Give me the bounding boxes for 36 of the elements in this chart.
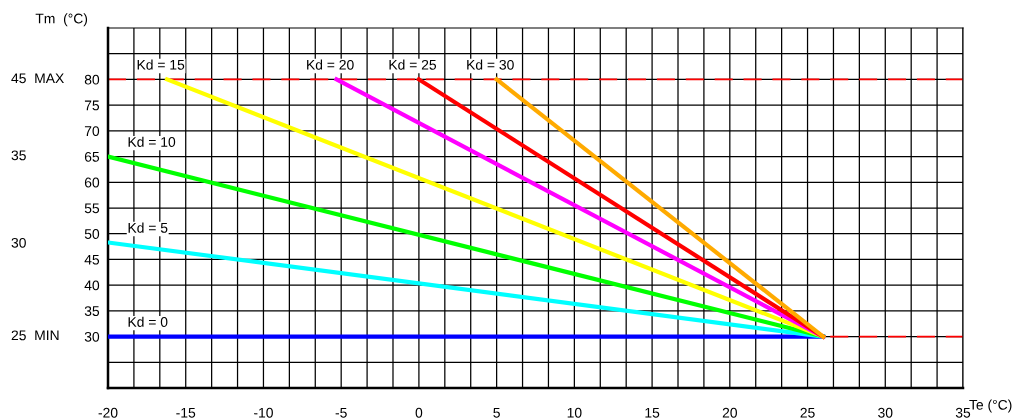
x-tick-label: 5 [493, 407, 500, 418]
text: 35 [11, 150, 26, 161]
x-tick-label: 25 [800, 407, 815, 418]
y-tick-label: 45 [84, 254, 100, 265]
y-axis-title: Tm (°C) [35, 13, 88, 27]
y-tick-label: 35 [84, 306, 100, 317]
series-label: Kd = 25 [389, 59, 437, 70]
series-label: Kd = 10 [128, 136, 176, 147]
series-label: Kd = 15 [137, 59, 185, 70]
x-axis-title: Te (°C) [969, 399, 1012, 413]
y-tick-label: 60 [84, 177, 100, 188]
text: 45 MAX [11, 73, 64, 84]
y-tick-label: 55 [84, 203, 100, 214]
series-label: Kd = 0 [128, 316, 168, 327]
x-tick-label: 0 [415, 407, 423, 418]
x-tick-label: 30 [878, 407, 893, 418]
y-tick-label: 40 [84, 280, 100, 291]
y-tick-label: 70 [84, 126, 100, 137]
x-tick-label: 35 [955, 407, 971, 418]
x-tick-label: -5 [335, 407, 347, 418]
series-label: Kd = 30 [467, 59, 514, 70]
y-tick-label: 50 [84, 229, 100, 239]
x-tick-label: -20 [98, 407, 118, 418]
text: 25 MIN [11, 330, 59, 341]
series-label: Kd = 5 [128, 222, 168, 233]
y-tick-label: 65 [84, 151, 100, 162]
x-tick-label: -15 [176, 407, 196, 418]
x-tick-label: 20 [722, 407, 737, 418]
text: 30 [11, 237, 26, 248]
x-tick-label: 15 [645, 407, 660, 418]
x-tick-label: 10 [567, 407, 582, 418]
series-label: Kd = 20 [307, 59, 354, 70]
y-tick-label: 75 [84, 100, 100, 111]
y-tick-label: 80 [84, 74, 100, 85]
x-tick-label: -10 [254, 407, 273, 418]
y-tick-label: 30 [84, 331, 100, 342]
